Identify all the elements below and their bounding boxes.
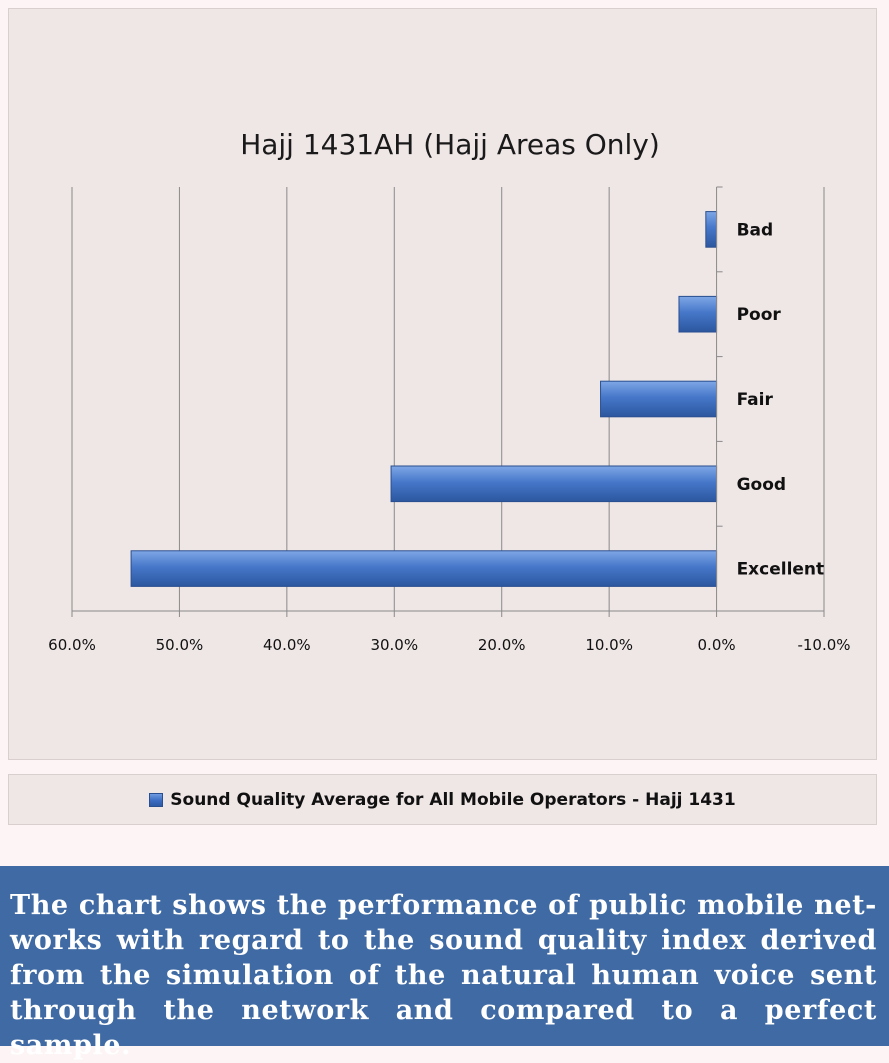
axis-labels: 60.0% 50.0% 40.0% 30.0% 20.0% 10.0% 0.0% -10.0%… xyxy=(48,220,850,654)
legend-swatch xyxy=(149,792,164,807)
legend: Sound Quality Average for All Mobile Ope… xyxy=(8,774,877,825)
category-label: Fair xyxy=(737,390,774,410)
bar-excellent xyxy=(130,550,718,587)
x-tick-label: 20.0% xyxy=(478,636,526,654)
bar-poor xyxy=(678,295,718,333)
caption-text: The chart shows the performance of publi… xyxy=(10,890,877,1061)
x-tick-label: 40.0% xyxy=(263,636,311,654)
category-label: Poor xyxy=(737,305,782,325)
chart-svg: Hajj 1431AH (Hajj Areas Only) 60.0% 50.0%… xyxy=(48,128,850,654)
bar-bad xyxy=(705,211,718,248)
category-label: Good xyxy=(737,475,786,495)
legend-label: Sound Quality Average for All Mobile Ope… xyxy=(170,789,736,810)
axes xyxy=(71,186,825,617)
x-tick-label: -10.0% xyxy=(797,636,850,654)
bar-series xyxy=(130,211,718,587)
x-tick-label: 50.0% xyxy=(156,636,204,654)
caption-box: The chart shows the performance of publi… xyxy=(0,866,889,1061)
bar-fair xyxy=(600,380,718,418)
chart-title: Hajj 1431AH (Hajj Areas Only) xyxy=(240,128,660,161)
x-tick-label: 60.0% xyxy=(48,636,96,654)
x-tick-label: 0.0% xyxy=(698,636,736,654)
chart-panel: Hajj 1431AH (Hajj Areas Only) 60.0% 50.0%… xyxy=(8,8,877,760)
category-label: Excellent xyxy=(737,560,825,580)
x-tick-label: 30.0% xyxy=(370,636,418,654)
category-label: Bad xyxy=(737,220,774,240)
x-tick-label: 10.0% xyxy=(585,636,633,654)
bar-good xyxy=(390,465,718,503)
